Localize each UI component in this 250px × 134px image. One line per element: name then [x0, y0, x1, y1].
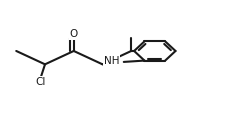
Text: O: O [70, 29, 78, 39]
Text: NH: NH [104, 56, 120, 66]
Text: NH: NH [104, 56, 120, 66]
Text: Cl: Cl [36, 77, 46, 87]
